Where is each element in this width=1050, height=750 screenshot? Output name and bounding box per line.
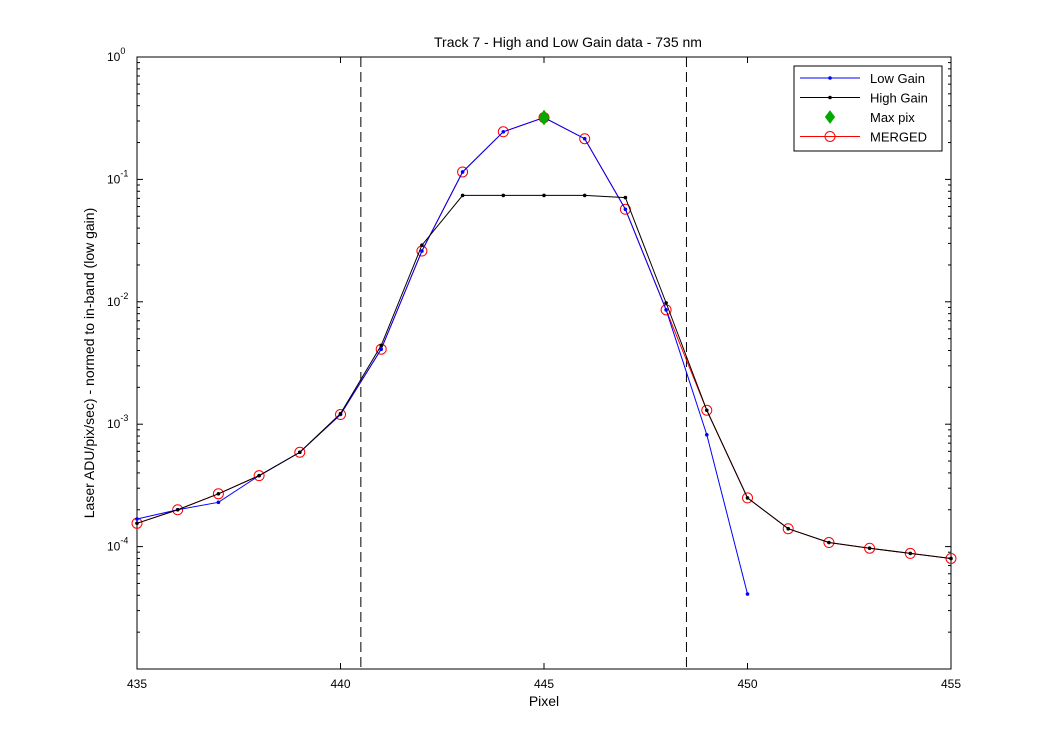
- data-point: [379, 347, 384, 351]
- data-point: [538, 109, 550, 126]
- data-point: [216, 500, 221, 505]
- data-point: [582, 193, 587, 198]
- data-point: [664, 308, 668, 312]
- data-point: [623, 195, 628, 200]
- x-tick-label: 445: [534, 677, 554, 691]
- data-point: [705, 408, 709, 413]
- x-axis-title: Pixel: [529, 693, 559, 709]
- data-point: [705, 432, 709, 437]
- data-point: [216, 492, 221, 496]
- data-point: [660, 304, 672, 316]
- data-point: [904, 547, 916, 559]
- y-tick-label: 10-4: [107, 536, 128, 554]
- legend: Low Gain High Gain Max pix MERGED: [793, 65, 943, 152]
- data-point: [786, 526, 790, 531]
- data-point: [664, 301, 668, 305]
- legend-marker: [824, 131, 836, 142]
- data-point: [501, 129, 506, 134]
- data-point: [827, 540, 831, 545]
- y-tick-label: 10-3: [107, 413, 128, 431]
- data-point: [701, 404, 713, 416]
- legend-label: Max pix: [870, 110, 915, 125]
- legend-label: MERGED: [870, 130, 927, 145]
- data-point: [457, 166, 469, 178]
- data-point: [949, 556, 953, 561]
- data-point: [497, 126, 509, 138]
- series-high-gain: [135, 193, 953, 561]
- legend-marker: [828, 76, 832, 80]
- legend-label: High Gain: [870, 91, 928, 106]
- chart-title: Track 7 - High and Low Gain data - 735 n…: [434, 34, 702, 50]
- data-point: [257, 473, 261, 478]
- data-point: [579, 133, 591, 145]
- data-point: [742, 492, 753, 504]
- legend-label: Low Gain: [870, 71, 925, 86]
- data-point: [460, 170, 465, 174]
- data-point: [864, 542, 876, 554]
- data-point: [338, 411, 343, 416]
- data-point: [823, 537, 835, 549]
- x-tick-label: 450: [737, 677, 757, 691]
- data-point: [745, 592, 750, 596]
- legend-marker: [824, 110, 836, 124]
- data-point: [623, 207, 628, 212]
- y-tick-label: 10-1: [107, 168, 128, 186]
- data-point: [945, 552, 957, 564]
- data-point: [298, 450, 302, 455]
- data-point: [420, 243, 424, 248]
- data-point: [867, 546, 872, 551]
- data-point: [745, 496, 750, 500]
- data-point: [379, 343, 384, 348]
- data-point: [172, 504, 184, 516]
- data-point: [501, 193, 506, 198]
- x-tick-label: 455: [941, 677, 961, 691]
- data-point: [908, 551, 913, 556]
- x-tick-label: 435: [127, 677, 147, 691]
- y-axis-title: Laser ADU/pix/sec) - normed to in-band (…: [81, 208, 97, 518]
- data-point: [294, 446, 306, 458]
- data-point: [135, 517, 139, 521]
- y-tick-label: 100: [107, 46, 125, 64]
- data-point: [335, 409, 346, 421]
- series-line: [136, 117, 748, 595]
- legend-marker: [828, 95, 832, 100]
- plot-area: 435 440 445 450 455 100 10-1 10-2 10-3 10-4: [107, 46, 961, 691]
- series-max-pix: [538, 109, 550, 126]
- data-point: [582, 136, 587, 141]
- data-point: [420, 249, 424, 253]
- y-tick-label: 10-2: [107, 291, 128, 309]
- data-point: [212, 488, 224, 500]
- data-point: [135, 521, 139, 526]
- data-point: [542, 193, 546, 198]
- data-point: [253, 470, 265, 482]
- data-point: [782, 523, 794, 535]
- data-point: [175, 507, 180, 512]
- x-tick-label: 440: [330, 677, 350, 691]
- data-point: [460, 193, 465, 198]
